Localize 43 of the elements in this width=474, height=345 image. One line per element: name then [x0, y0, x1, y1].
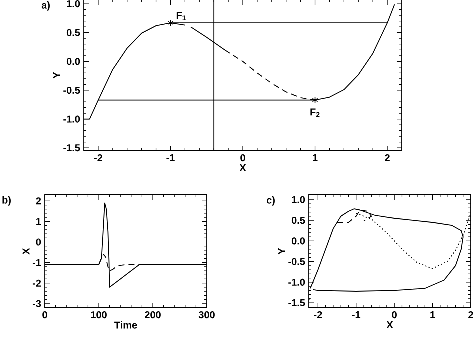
x-tick-label: 0: [240, 154, 246, 162]
x-tick-label: -2: [94, 154, 103, 162]
y-tick-label: 0.5: [66, 29, 80, 36]
x-tick-label: 1: [313, 154, 318, 162]
y-tick-label: 1.0: [67, 0, 80, 8]
y-tick-label: -1.0: [288, 278, 306, 286]
y-tick-label: 1.0: [292, 196, 306, 204]
x-tick-label: -1: [166, 154, 175, 162]
y-axis-title: Y: [278, 248, 286, 255]
y-tick-label: 0.5: [292, 217, 306, 224]
chart-title: c): [266, 196, 275, 206]
y-tick-label: 0: [36, 238, 42, 246]
chart-title: b): [2, 196, 11, 206]
x-axis-title: Time: [114, 321, 138, 329]
x-tick-label: 300: [198, 312, 215, 319]
x-tick-label: 0: [42, 312, 48, 319]
annotation: F$_{2}$: [310, 108, 320, 118]
y-axis-title: Y: [53, 72, 60, 79]
x-tick-label: 100: [91, 312, 107, 319]
x-axis-title: X: [240, 164, 246, 172]
x-axis-title: X: [386, 321, 394, 328]
x-tick-label: -2: [314, 312, 322, 318]
x-tick-label: -1: [352, 312, 361, 318]
y-axis-title: X: [22, 248, 30, 255]
y-tick-label: -1.5: [288, 300, 306, 307]
y-tick-label: 0.0: [292, 238, 306, 245]
y-tick-label: -1.0: [64, 116, 80, 123]
y-tick-label: 0.0: [66, 58, 80, 66]
y-tick-label: -2: [32, 280, 42, 287]
chart-title: a): [42, 2, 50, 11]
y-tick-label: -1.5: [64, 144, 80, 152]
x-tick-label: 200: [145, 312, 161, 319]
x-tick-label: 1: [430, 312, 436, 318]
x-tick-label: 0: [392, 312, 397, 319]
x-tick-label: 2: [385, 154, 390, 162]
x-tick-label: 2: [468, 312, 474, 318]
y-tick-label: -0.5: [288, 258, 306, 266]
y-tick-label: 2: [36, 198, 42, 205]
y-tick-label: -1: [32, 259, 42, 266]
y-tick-label: 1: [36, 218, 42, 226]
y-tick-label: -0.5: [64, 86, 80, 94]
annotation: F$_{1}$: [176, 12, 186, 21]
y-tick-label: -3: [32, 300, 42, 308]
